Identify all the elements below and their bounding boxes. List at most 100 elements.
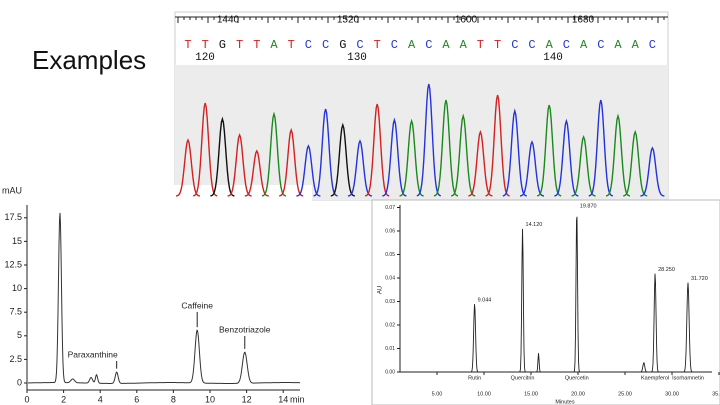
peak-label: Paraxanthine — [68, 349, 118, 359]
y-axis-label: mAU — [2, 185, 22, 195]
base-call: T — [477, 38, 484, 52]
trace-background — [175, 65, 668, 200]
trace-peak — [554, 118, 579, 197]
retention-time: 31.720 — [691, 276, 708, 282]
trace-peak — [382, 117, 407, 197]
y-tick-label: 0.04 — [385, 275, 395, 281]
retention-time: 19.870 — [580, 203, 597, 209]
base-call: C — [528, 38, 535, 52]
y-tick-label: 0.02 — [385, 322, 395, 328]
trace-peak — [279, 127, 304, 197]
base-call: A — [270, 38, 278, 52]
trace-peak — [227, 132, 252, 197]
base-call: G — [339, 38, 346, 52]
base-call: C — [322, 38, 329, 52]
base-call: A — [580, 38, 588, 52]
compound-label: Quercetin — [565, 375, 589, 381]
x-tick-label: 4 — [98, 394, 103, 404]
trace-peak — [536, 104, 562, 197]
x-tick-label: 15.00 — [524, 391, 538, 397]
x-axis-label: min — [290, 394, 305, 404]
retention-time: 14.120 — [526, 222, 543, 228]
base-call: C — [425, 38, 432, 52]
base-call: T — [202, 38, 209, 52]
base-call: A — [632, 38, 640, 52]
base-call: T — [494, 38, 501, 52]
retention-time: 9.044 — [478, 297, 492, 303]
compound-label: Quercitrin — [511, 375, 535, 381]
ruler-label: 1440 — [217, 15, 240, 26]
base-call: A — [546, 38, 554, 52]
x-tick-label: 20.00 — [571, 391, 585, 397]
base-call: T — [184, 38, 191, 52]
y-tick-label: 5 — [17, 330, 22, 340]
x-tick-label: 0 — [24, 394, 29, 404]
trace-peak — [502, 108, 527, 197]
trace-peak — [210, 116, 235, 197]
peak-label: Benzotriazole — [219, 324, 271, 334]
x-tick-label: 25.00 — [618, 391, 632, 397]
position-label: 140 — [543, 52, 563, 64]
position-label: 120 — [195, 52, 215, 64]
trace-peak — [313, 108, 338, 197]
position-label: 130 — [347, 52, 367, 64]
x-tick-label: 10 — [205, 394, 215, 404]
trace-peak — [588, 99, 614, 197]
trace-peak — [261, 111, 287, 197]
y-tick-label: 0.01 — [385, 346, 395, 352]
trace-peak — [416, 83, 442, 197]
trace-peak — [605, 113, 631, 197]
x-tick-label: 10.00 — [477, 391, 491, 397]
x-tick-label: 35.00 — [712, 391, 720, 397]
trace-peak — [364, 103, 390, 197]
trace-peak — [433, 99, 459, 197]
x-tick-label: 6 — [134, 394, 139, 404]
base-call: C — [649, 38, 656, 52]
retention-time: 28.250 — [658, 267, 675, 273]
y-axis-label: AU — [378, 286, 384, 294]
compound-label: Rutin — [468, 375, 481, 381]
base-call: C — [305, 38, 312, 52]
y-tick-label: 10 — [12, 283, 22, 293]
base-call: C — [597, 38, 604, 52]
y-tick-label: 0.03 — [385, 299, 395, 305]
y-tick-label: 0.00 — [385, 369, 395, 375]
x-tick-label: 2 — [61, 394, 66, 404]
ruler-label: 1520 — [337, 15, 360, 26]
base-call: A — [408, 38, 416, 52]
base-call: T — [236, 38, 243, 52]
peak-label: Caffeine — [181, 300, 213, 310]
base-call: C — [356, 38, 363, 52]
base-call: T — [288, 38, 295, 52]
y-tick-label: 12.5 — [4, 259, 22, 269]
x-tick-label: 12 — [242, 394, 252, 404]
base-call: C — [563, 38, 570, 52]
base-call: A — [460, 38, 468, 52]
x-tick-label: 5.00 — [432, 391, 443, 397]
base-call: A — [442, 38, 450, 52]
y-tick-label: 0 — [17, 377, 22, 387]
base-call: C — [391, 38, 398, 52]
y-tick-label: 17.5 — [4, 212, 22, 222]
base-call: T — [374, 38, 381, 52]
x-axis-label: Minutes — [555, 399, 575, 405]
base-call: G — [219, 38, 226, 52]
trace-peak — [451, 113, 476, 197]
ruler-label: 1600 — [455, 15, 478, 26]
base-call: T — [253, 38, 260, 52]
trace-peak — [330, 122, 355, 197]
trace-peak — [485, 94, 510, 197]
base-call: A — [614, 38, 622, 52]
trace-peak — [623, 129, 648, 197]
x-tick-label: 14 — [278, 394, 288, 404]
compound-label: Kaempferol — [641, 375, 669, 381]
y-tick-label: 7.5 — [9, 307, 22, 317]
ruler-label: 1680 — [572, 15, 595, 26]
x-tick-label: 8 — [171, 394, 176, 404]
chromatogram-trace — [28, 212, 300, 384]
right-chromatogram — [371, 199, 720, 405]
x-tick-label: 30.00 — [665, 391, 679, 397]
base-call: C — [511, 38, 518, 52]
compound-label: Isorhamnetin — [672, 375, 704, 381]
